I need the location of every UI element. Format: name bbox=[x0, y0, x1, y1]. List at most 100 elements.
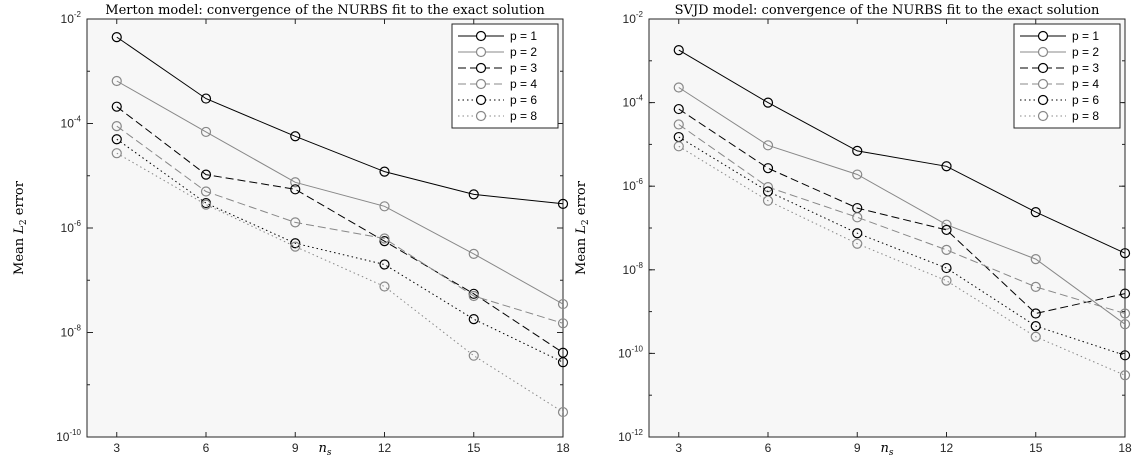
data-point bbox=[1030, 320, 1041, 332]
x-tick-label: 3 bbox=[675, 441, 682, 455]
series-p1 bbox=[111, 32, 569, 209]
legend-marker bbox=[1037, 30, 1049, 42]
data-point bbox=[468, 189, 479, 200]
legend-marker bbox=[1037, 62, 1049, 74]
y-tick-label: 10-6 bbox=[61, 219, 82, 235]
x-tick-label: 12 bbox=[378, 441, 392, 455]
data-point bbox=[379, 281, 390, 292]
data-point bbox=[762, 195, 774, 206]
data-point bbox=[1119, 288, 1131, 299]
y-tick-label: 10-2 bbox=[623, 10, 644, 26]
data-point bbox=[852, 228, 863, 239]
data-point bbox=[941, 219, 952, 230]
series-line bbox=[116, 138, 564, 363]
data-point bbox=[762, 97, 774, 108]
legend-marker bbox=[475, 94, 487, 106]
data-point bbox=[762, 140, 774, 151]
y-tick-label: 10-2 bbox=[61, 10, 82, 26]
data-point bbox=[1119, 248, 1131, 259]
data-point bbox=[1030, 254, 1041, 265]
y-tick-label: 10-12 bbox=[618, 428, 643, 444]
x-axis-label: ns bbox=[319, 441, 332, 455]
series-p8 bbox=[673, 141, 1131, 381]
legend-marker bbox=[1037, 94, 1049, 106]
data-point bbox=[1119, 350, 1131, 361]
data-point bbox=[762, 163, 774, 174]
data-point bbox=[468, 290, 479, 302]
series-p2 bbox=[673, 82, 1131, 330]
data-point bbox=[379, 201, 390, 212]
legend-marker bbox=[1037, 46, 1049, 58]
y-tick-label: 10-6 bbox=[623, 177, 644, 193]
y-axis-label: Mean L2 error bbox=[12, 180, 29, 275]
x-tick-label: 12 bbox=[940, 441, 954, 455]
data-point bbox=[673, 45, 684, 56]
y-tick-label: 10-10 bbox=[56, 428, 81, 444]
legend-label: p = 6 bbox=[510, 93, 537, 107]
data-point bbox=[1119, 308, 1131, 319]
legend-box bbox=[451, 23, 559, 129]
legend-label: p = 1 bbox=[510, 29, 537, 43]
data-point bbox=[673, 119, 684, 130]
y-tick-label: 10-10 bbox=[618, 344, 643, 360]
data-point bbox=[557, 318, 569, 329]
series-p3 bbox=[111, 101, 569, 358]
y-tick-label: 10-4 bbox=[61, 115, 82, 131]
data-point bbox=[557, 298, 569, 310]
data-point bbox=[557, 406, 569, 418]
data-point bbox=[111, 32, 122, 43]
legend-label: p = 4 bbox=[1072, 77, 1099, 91]
data-point bbox=[941, 244, 952, 255]
data-point bbox=[290, 184, 301, 195]
y-axis-label: Mean L2 error bbox=[574, 180, 591, 275]
data-point bbox=[852, 212, 863, 223]
legend-marker bbox=[1037, 110, 1049, 122]
chart-title: Merton model: convergence of the NURBS f… bbox=[105, 3, 545, 18]
data-point bbox=[200, 186, 212, 197]
legend-label: p = 4 bbox=[510, 77, 537, 91]
data-point bbox=[379, 166, 390, 177]
series-p2 bbox=[111, 75, 569, 310]
legend-marker bbox=[475, 46, 487, 58]
legend-label: p = 3 bbox=[510, 61, 537, 75]
legend-box bbox=[1013, 23, 1121, 129]
x-tick-label: 6 bbox=[203, 441, 210, 455]
data-point bbox=[673, 141, 684, 152]
data-point bbox=[1030, 331, 1041, 342]
x-tick-label: 6 bbox=[765, 441, 772, 455]
x-tick-label: 3 bbox=[113, 441, 120, 455]
data-point bbox=[1030, 308, 1041, 319]
legend-label: p = 3 bbox=[1072, 61, 1099, 75]
series-line bbox=[678, 49, 1126, 254]
data-point bbox=[200, 199, 212, 210]
series-p6 bbox=[111, 134, 569, 368]
data-point bbox=[1030, 207, 1041, 218]
legend: p = 1 p = 2 p = 3 p = 4 p = 6 p = 8 bbox=[451, 23, 559, 129]
series-p1 bbox=[673, 45, 1131, 259]
data-point bbox=[1119, 319, 1131, 330]
data-point bbox=[1030, 281, 1041, 292]
x-tick-label: 18 bbox=[556, 441, 570, 455]
chart-title: SVJD model: convergence of the NURBS fit… bbox=[675, 3, 1100, 18]
legend-marker bbox=[475, 62, 487, 74]
y-tick-label: 10-4 bbox=[623, 94, 644, 110]
x-tick-label: 9 bbox=[854, 441, 861, 455]
series-line bbox=[116, 152, 564, 413]
data-point bbox=[673, 82, 684, 93]
x-tick-label: 15 bbox=[467, 441, 481, 455]
legend-label: p = 2 bbox=[510, 45, 537, 59]
data-point bbox=[200, 169, 212, 180]
data-point bbox=[111, 101, 122, 112]
legend-marker bbox=[475, 30, 487, 42]
data-point bbox=[290, 177, 301, 188]
x-tick-label: 18 bbox=[1118, 441, 1132, 455]
data-point bbox=[852, 238, 863, 249]
data-point bbox=[200, 93, 212, 104]
data-point bbox=[290, 238, 301, 249]
series-line bbox=[678, 124, 1126, 314]
x-tick-label: 9 bbox=[292, 441, 299, 455]
data-point bbox=[111, 121, 122, 132]
data-point bbox=[468, 350, 479, 361]
data-point bbox=[941, 262, 952, 274]
